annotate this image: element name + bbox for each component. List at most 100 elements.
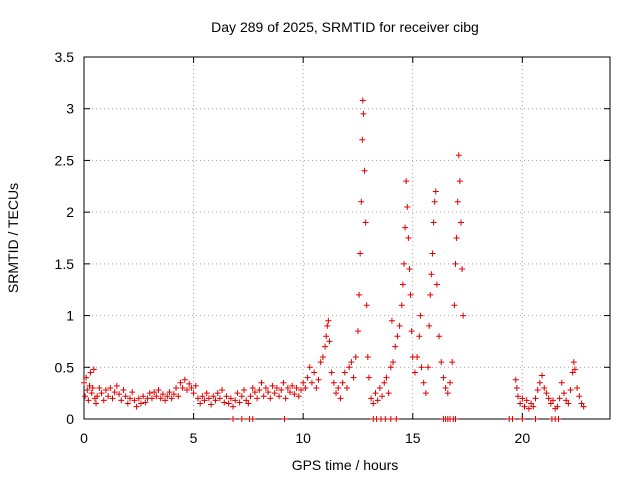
data-point — [521, 403, 528, 410]
data-point — [376, 384, 383, 391]
data-point — [205, 395, 212, 402]
data-point — [287, 389, 294, 396]
data-point — [436, 333, 443, 340]
data-point — [311, 369, 318, 376]
grid-lines — [84, 57, 610, 419]
data-point — [433, 281, 440, 288]
data-point — [362, 219, 369, 226]
data-point — [350, 374, 357, 381]
zero-data-point — [509, 416, 516, 422]
data-point — [392, 343, 399, 350]
data-point — [234, 390, 241, 397]
data-point — [514, 393, 521, 400]
zero-data-point — [230, 416, 237, 422]
data-point — [416, 333, 423, 340]
y-axis-label: SRMTID / TECUs — [5, 183, 21, 293]
data-point — [280, 379, 287, 386]
data-point — [326, 338, 333, 345]
data-point — [133, 403, 140, 410]
y-tick-labels: 0 0.5 1 1.5 2 2.5 3 3.5 — [55, 49, 75, 427]
data-point — [523, 397, 530, 404]
data-point — [565, 400, 572, 407]
data-point — [81, 379, 87, 386]
data-point — [519, 395, 526, 402]
data-point — [346, 364, 353, 371]
data-point — [232, 397, 239, 404]
data-point — [118, 397, 125, 404]
data-point — [525, 405, 532, 412]
data-point — [459, 266, 466, 273]
data-point — [455, 152, 462, 159]
data-point — [539, 372, 546, 379]
data-point — [98, 390, 105, 397]
data-point — [578, 400, 585, 407]
data-point — [317, 359, 324, 366]
data-point — [267, 395, 274, 402]
data-point — [295, 393, 302, 400]
data-point — [374, 397, 381, 404]
data-point — [86, 382, 93, 389]
y-tick-label: 0 — [66, 411, 74, 427]
zero-data-point — [249, 416, 256, 422]
data-point — [356, 291, 363, 298]
data-point — [359, 97, 366, 104]
zero-data-point — [382, 416, 389, 422]
data-point — [210, 393, 217, 400]
data-point — [427, 291, 434, 298]
data-point — [440, 374, 447, 381]
x-tick-label: 5 — [190, 430, 198, 446]
data-point — [517, 400, 524, 407]
data-point — [146, 390, 153, 397]
data-point — [308, 379, 315, 386]
data-point — [151, 389, 158, 396]
data-point — [571, 366, 578, 373]
data-point — [402, 224, 409, 231]
data-point — [323, 333, 330, 340]
data-point — [164, 393, 171, 400]
data-point — [142, 399, 149, 406]
data-point — [431, 198, 438, 205]
data-point — [170, 391, 177, 398]
data-point — [254, 395, 261, 402]
data-point — [177, 379, 184, 386]
y-tick-label: 2 — [66, 204, 74, 220]
data-point — [339, 379, 346, 386]
data-point — [111, 389, 118, 396]
data-point — [429, 250, 436, 257]
data-point — [570, 359, 577, 366]
data-point — [238, 393, 245, 400]
data-point — [113, 382, 120, 389]
data-point — [208, 401, 215, 408]
zero-data-point — [281, 416, 288, 422]
data-point — [107, 384, 114, 391]
data-point — [319, 353, 326, 360]
data-point — [284, 384, 291, 391]
data-point — [405, 235, 412, 241]
data-point — [344, 384, 350, 391]
data-point — [262, 384, 269, 391]
x-tick-label: 0 — [80, 430, 88, 446]
data-point — [444, 390, 451, 397]
data-point — [304, 374, 311, 381]
data-point — [302, 384, 309, 391]
data-point — [337, 395, 344, 402]
data-point — [89, 384, 96, 391]
data-point — [576, 393, 583, 400]
x-tick-label: 10 — [295, 430, 311, 446]
data-point — [236, 399, 243, 406]
y-tick-label: 0.5 — [55, 359, 75, 375]
data-point — [398, 302, 405, 309]
data-point — [381, 379, 388, 386]
data-point — [186, 380, 193, 387]
data-point — [197, 400, 204, 407]
data-point — [543, 390, 550, 397]
data-point — [322, 343, 329, 350]
data-point — [87, 369, 94, 376]
data-point — [396, 322, 403, 329]
data-point — [361, 167, 368, 174]
data-point — [221, 399, 228, 406]
data-point — [452, 260, 459, 267]
data-point — [88, 390, 95, 397]
data-point — [328, 369, 335, 376]
zero-data-point — [387, 416, 394, 422]
